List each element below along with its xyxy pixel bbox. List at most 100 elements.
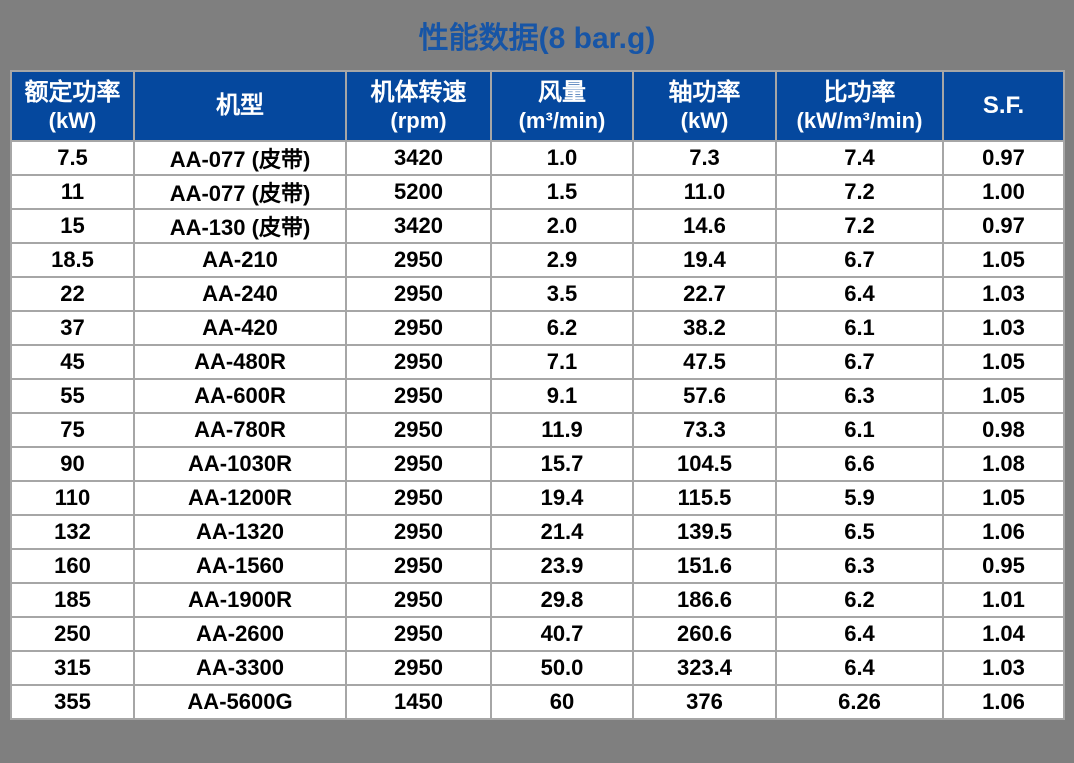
table-cell: AA-1900R bbox=[133, 582, 347, 618]
table-cell: AA-210 bbox=[133, 242, 347, 278]
table-cell: 2950 bbox=[345, 446, 492, 482]
table-cell: 132 bbox=[10, 514, 135, 550]
column-header-label: S.F. bbox=[982, 92, 1025, 119]
table-cell: 22 bbox=[10, 276, 135, 312]
table-cell: 5.9 bbox=[775, 480, 944, 516]
table-cell: 3.5 bbox=[490, 276, 634, 312]
table-row: 250 AA-2600 2950 40.7 260.6 6.4 1.04 bbox=[10, 616, 1065, 652]
table-row: 75 AA-780R 2950 11.9 73.3 6.1 0.98 bbox=[10, 412, 1065, 448]
column-header-unit: (kW/m³/min) bbox=[796, 108, 923, 133]
table-cell: 7.4 bbox=[775, 140, 944, 176]
table-cell: 22.7 bbox=[632, 276, 777, 312]
table-cell: 6.7 bbox=[775, 344, 944, 380]
table-row: 55 AA-600R 2950 9.1 57.6 6.3 1.05 bbox=[10, 378, 1065, 414]
table-row: 18.5 AA-210 2950 2.9 19.4 6.7 1.05 bbox=[10, 242, 1065, 278]
table-cell: 6.4 bbox=[775, 616, 944, 652]
table-cell: 14.6 bbox=[632, 208, 777, 244]
table-cell: 47.5 bbox=[632, 344, 777, 380]
table-row: 160 AA-1560 2950 23.9 151.6 6.3 0.95 bbox=[10, 548, 1065, 584]
table-cell: 0.97 bbox=[942, 140, 1065, 176]
column-header-1: 额定功率 (kW) bbox=[10, 70, 135, 142]
table-cell: 2950 bbox=[345, 310, 492, 346]
table-cell: 1.06 bbox=[942, 514, 1065, 550]
table-cell: 1.5 bbox=[490, 174, 634, 210]
table-row: 22 AA-240 2950 3.5 22.7 6.4 1.03 bbox=[10, 276, 1065, 312]
table-cell: 139.5 bbox=[632, 514, 777, 550]
table-cell: 1.05 bbox=[942, 242, 1065, 278]
table-cell: 2950 bbox=[345, 378, 492, 414]
table-cell: 7.3 bbox=[632, 140, 777, 176]
table-cell: AA-420 bbox=[133, 310, 347, 346]
table-cell: 11 bbox=[10, 174, 135, 210]
column-header-label: 额定功率 bbox=[24, 79, 121, 106]
table-cell: 6.4 bbox=[775, 650, 944, 686]
table-cell: 186.6 bbox=[632, 582, 777, 618]
table-cell: 45 bbox=[10, 344, 135, 380]
table-cell: 260.6 bbox=[632, 616, 777, 652]
performance-table-container: 额定功率 (kW) 机型 机体转速 (rpm) 风量 (m³/min) 轴功率 (kW) 比功率(… bbox=[10, 70, 1065, 720]
table-cell: 1.06 bbox=[942, 684, 1065, 720]
table-cell: 1.05 bbox=[942, 480, 1065, 516]
table-cell: 15.7 bbox=[490, 446, 634, 482]
table-cell: 6.2 bbox=[775, 582, 944, 618]
table-cell: 160 bbox=[10, 548, 135, 584]
column-header-5: 轴功率 (kW) bbox=[632, 70, 777, 142]
table-cell: 90 bbox=[10, 446, 135, 482]
header-row: 额定功率 (kW) 机型 机体转速 (rpm) 风量 (m³/min) 轴功率 (kW) 比功率(… bbox=[10, 70, 1065, 142]
column-header-2: 机型 bbox=[133, 70, 347, 142]
table-cell: 151.6 bbox=[632, 548, 777, 584]
table-cell: 1.0 bbox=[490, 140, 634, 176]
table-cell: 2950 bbox=[345, 276, 492, 312]
table-cell: AA-077 (皮带) bbox=[133, 174, 347, 210]
table-cell: 2950 bbox=[345, 514, 492, 550]
column-header-unit: (m³/min) bbox=[518, 108, 606, 133]
column-header-label: 风量 bbox=[538, 79, 586, 106]
table-cell: 6.6 bbox=[775, 446, 944, 482]
column-header-label: 比功率 bbox=[823, 79, 896, 106]
table-cell: 19.4 bbox=[632, 242, 777, 278]
table-row: 110 AA-1200R 2950 19.4 115.5 5.9 1.05 bbox=[10, 480, 1065, 516]
table-cell: AA-5600G bbox=[133, 684, 347, 720]
table-row: 315 AA-3300 2950 50.0 323.4 6.4 1.03 bbox=[10, 650, 1065, 686]
table-cell: 50.0 bbox=[490, 650, 634, 686]
table-cell: 355 bbox=[10, 684, 135, 720]
table-cell: 2.0 bbox=[490, 208, 634, 244]
table-cell: 1.01 bbox=[942, 582, 1065, 618]
table-cell: 6.5 bbox=[775, 514, 944, 550]
table-cell: AA-077 (皮带) bbox=[133, 140, 347, 176]
page-title: 性能数据(8 bar.g) bbox=[418, 22, 656, 55]
column-header-label: 轴功率 bbox=[668, 79, 741, 106]
table-cell: AA-1320 bbox=[133, 514, 347, 550]
table-cell: 3420 bbox=[345, 208, 492, 244]
table-cell: AA-130 (皮带) bbox=[133, 208, 347, 244]
table-cell: 250 bbox=[10, 616, 135, 652]
table-cell: 23.9 bbox=[490, 548, 634, 584]
table-cell: 11.9 bbox=[490, 412, 634, 448]
table-cell: 6.1 bbox=[775, 412, 944, 448]
table-cell: 38.2 bbox=[632, 310, 777, 346]
table-cell: 2950 bbox=[345, 242, 492, 278]
table-cell: 1.05 bbox=[942, 378, 1065, 414]
table-cell: 1.08 bbox=[942, 446, 1065, 482]
table-cell: 2.9 bbox=[490, 242, 634, 278]
table-cell: 2950 bbox=[345, 582, 492, 618]
table-cell: 7.2 bbox=[775, 174, 944, 210]
table-cell: 1.05 bbox=[942, 344, 1065, 380]
table-cell: AA-600R bbox=[133, 378, 347, 414]
table-row: 132 AA-1320 2950 21.4 139.5 6.5 1.06 bbox=[10, 514, 1065, 550]
table-cell: 1450 bbox=[345, 684, 492, 720]
column-header-unit: (rpm) bbox=[390, 108, 447, 133]
table-cell: 1.03 bbox=[942, 650, 1065, 686]
table-cell: 115.5 bbox=[632, 480, 777, 516]
table-cell: 7.2 bbox=[775, 208, 944, 244]
table-cell: AA-780R bbox=[133, 412, 347, 448]
table-cell: AA-3300 bbox=[133, 650, 347, 686]
column-header-label: 机型 bbox=[216, 92, 264, 119]
table-body: 7.5 AA-077 (皮带) 3420 1.0 7.3 7.4 0.97 11 AA-077 … bbox=[10, 140, 1065, 720]
column-header-6: 比功率 (kW/m³/min) bbox=[775, 70, 944, 142]
table-row: 185 AA-1900R 2950 29.8 186.6 6.2 1.01 bbox=[10, 582, 1065, 618]
table-cell: 110 bbox=[10, 480, 135, 516]
table-cell: 2950 bbox=[345, 412, 492, 448]
table-cell: 15 bbox=[10, 208, 135, 244]
table-cell: 2950 bbox=[345, 650, 492, 686]
